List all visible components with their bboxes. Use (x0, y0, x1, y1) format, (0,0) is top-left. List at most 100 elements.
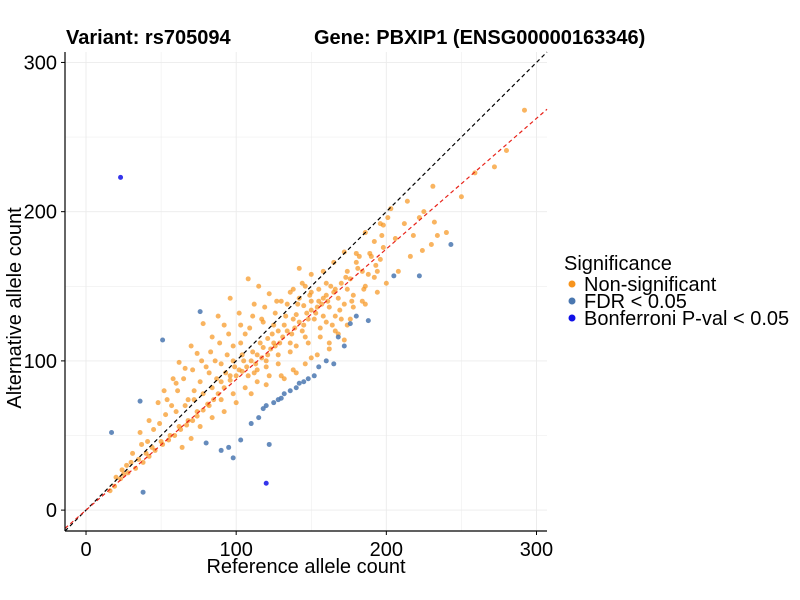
point-non-significant (344, 286, 350, 292)
point-non-significant (190, 367, 196, 373)
point-fdr-0-05 (203, 440, 209, 446)
point-non-significant (316, 286, 322, 292)
point-non-significant (350, 304, 356, 310)
point-non-significant (347, 316, 353, 322)
point-non-significant (385, 215, 391, 221)
point-non-significant (307, 292, 313, 298)
y-tick-label: 300 (24, 52, 57, 74)
point-non-significant (380, 244, 386, 250)
point-non-significant (158, 438, 164, 444)
point-non-significant (271, 322, 277, 328)
point-non-significant (421, 209, 427, 215)
point-fdr-0-05 (197, 309, 203, 315)
point-non-significant (226, 331, 232, 337)
point-non-significant (341, 337, 347, 343)
point-non-significant (137, 430, 143, 436)
point-non-significant (362, 301, 368, 307)
point-non-significant (194, 350, 200, 356)
point-non-significant (151, 427, 157, 433)
point-non-significant (302, 361, 308, 367)
point-non-significant (188, 435, 194, 441)
point-fdr-0-05 (391, 273, 397, 279)
point-non-significant (395, 268, 401, 274)
point-non-significant (283, 313, 289, 319)
point-non-significant (208, 349, 214, 355)
point-non-significant (308, 307, 314, 313)
point-fdr-0-05 (137, 398, 143, 404)
point-fdr-0-05 (323, 358, 329, 364)
point-non-significant (320, 295, 326, 301)
point-non-significant (200, 407, 206, 413)
point-non-significant (301, 303, 307, 309)
point-non-significant (172, 432, 178, 438)
legend-label: Non-significant (584, 274, 717, 296)
point-non-significant (295, 301, 301, 307)
point-non-significant (265, 336, 271, 342)
reference-line-1 (64, 51, 548, 532)
point-non-significant (157, 421, 163, 427)
chart-title-variant: Variant: rs705094 (66, 27, 231, 49)
point-non-significant (248, 391, 254, 397)
point-non-significant (299, 328, 305, 334)
point-non-significant (227, 373, 233, 379)
point-fdr-0-05 (281, 391, 287, 397)
point-non-significant (287, 289, 293, 295)
point-non-significant (233, 400, 239, 406)
point-non-significant (124, 462, 130, 468)
point-non-significant (343, 274, 349, 280)
point-non-significant (190, 418, 196, 424)
point-non-significant (325, 298, 331, 304)
point-non-significant (355, 265, 361, 271)
point-non-significant (349, 298, 355, 304)
point-non-significant (223, 370, 229, 376)
point-non-significant (350, 292, 356, 298)
point-non-significant (130, 450, 136, 456)
point-non-significant (377, 256, 383, 262)
point-fdr-0-05 (266, 441, 272, 447)
point-fdr-0-05 (353, 313, 359, 319)
x-tick-label: 100 (219, 539, 252, 561)
point-non-significant (430, 183, 436, 189)
point-non-significant (419, 247, 425, 253)
point-non-significant (332, 313, 338, 319)
point-non-significant (388, 206, 394, 212)
point-non-significant (176, 359, 182, 365)
y-tick-label: 200 (24, 202, 57, 224)
x-tick-label: 200 (370, 539, 403, 561)
point-non-significant (136, 456, 142, 462)
point-non-significant (214, 376, 220, 382)
legend-swatch (568, 314, 576, 322)
point-fdr-0-05 (335, 334, 341, 340)
point-non-significant (301, 322, 307, 328)
point-bonferroni-p-val-0-05 (263, 480, 269, 486)
legend-label: Bonferroni P-val < 0.05 (584, 308, 789, 330)
point-non-significant (274, 298, 280, 304)
point-non-significant (374, 289, 380, 295)
point-non-significant (443, 230, 449, 236)
point-fdr-0-05 (301, 379, 307, 385)
point-non-significant (262, 304, 268, 310)
point-fdr-0-05 (448, 241, 454, 247)
point-non-significant (218, 379, 224, 385)
point-non-significant (328, 283, 334, 289)
point-non-significant (182, 365, 188, 371)
point-non-significant (275, 361, 281, 367)
point-non-significant (341, 301, 347, 307)
point-non-significant (278, 298, 284, 304)
point-non-significant (377, 221, 383, 227)
point-non-significant (250, 313, 256, 319)
point-non-significant (326, 340, 332, 346)
point-non-significant (290, 316, 296, 322)
point-fdr-0-05 (238, 437, 244, 443)
point-non-significant (374, 268, 380, 274)
chart-title-gene: Gene: PBXIP1 (ENSG00000163346) (314, 27, 645, 49)
point-non-significant (140, 459, 146, 465)
legend-swatch (568, 280, 576, 288)
point-fdr-0-05 (365, 318, 371, 324)
point-non-significant (434, 233, 440, 239)
point-non-significant (133, 465, 139, 471)
point-non-significant (305, 340, 311, 346)
point-non-significant (118, 476, 124, 482)
point-non-significant (218, 397, 224, 403)
